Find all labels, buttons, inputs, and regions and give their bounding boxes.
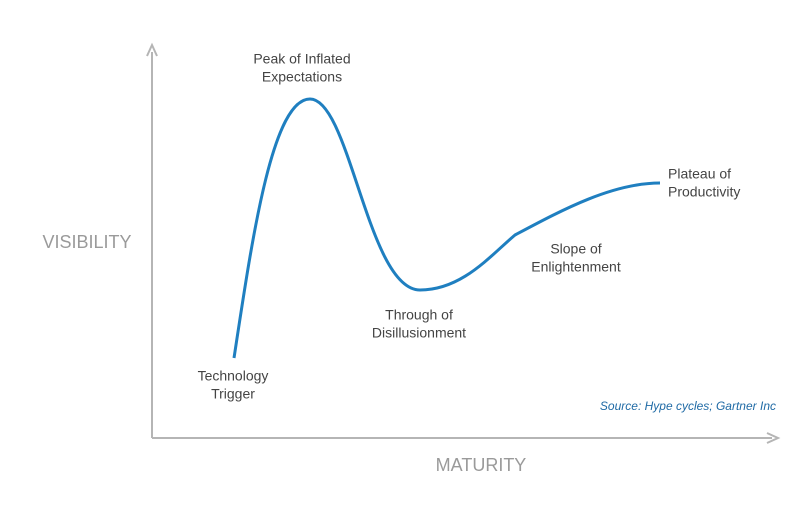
phase-label: Trigger: [211, 386, 255, 402]
y-axis-label: VISIBILITY: [42, 232, 131, 252]
phase-label: Peak of Inflated: [253, 51, 350, 67]
phase-label: Enlightenment: [531, 259, 621, 275]
phase-label: Plateau of: [668, 166, 731, 182]
x-axis-arrow: [766, 432, 781, 444]
hype-curve: [232, 97, 661, 359]
axes: [146, 42, 781, 444]
source-note: Source: Hype cycles; Gartner Inc: [600, 399, 776, 413]
phase-label: Productivity: [668, 184, 740, 200]
phase-label: Disillusionment: [372, 325, 466, 341]
phase-label: Expectations: [262, 69, 342, 85]
phase-labels: Technology Trigger Peak of Inflated Expecta…: [198, 51, 741, 402]
phase-label: Slope of: [550, 241, 601, 257]
y-axis-arrow: [146, 42, 158, 57]
x-axis-label: MATURITY: [436, 455, 527, 475]
phase-label: Technology: [198, 368, 269, 384]
phase-label: Through of: [385, 307, 453, 323]
